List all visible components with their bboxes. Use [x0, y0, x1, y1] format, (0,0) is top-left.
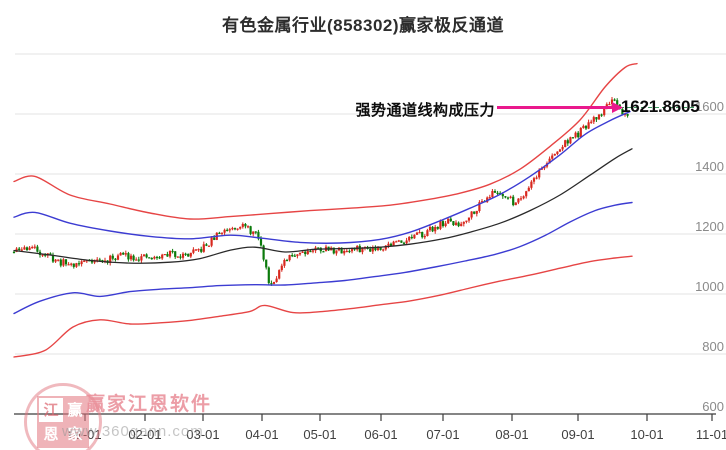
seal-char: 赢	[63, 398, 87, 422]
annotation-text: 强势通道线构成压力	[355, 102, 495, 119]
x-axis	[14, 413, 716, 421]
price-callout: 1621.8605	[621, 97, 700, 116]
channel-line-life-line-middle-black	[13, 148, 633, 264]
y-tick-labels: 600 800 1000 1200 1400 1600	[695, 99, 724, 414]
brand-watermark-text: 赢家江恩软件	[86, 394, 213, 415]
x-tick-label: 07-01	[426, 427, 459, 442]
chart-title: 有色金属行业(858302)赢家极反通道	[221, 16, 505, 35]
x-tick-label: 10-01	[630, 427, 663, 442]
x-tick-label: 05-01	[303, 427, 336, 442]
x-tick-label: 09-01	[561, 427, 594, 442]
y-tick-label: 600	[702, 399, 724, 414]
url-watermark: www.360gann.com	[62, 423, 204, 440]
seal-grid: 江 赢 恩 家	[37, 396, 89, 448]
seal-char: 家	[63, 422, 87, 446]
x-tick-label: 04-01	[245, 427, 278, 442]
y-tick-label: 800	[702, 339, 724, 354]
x-tick-label: 11-01	[696, 427, 726, 442]
seal-char: 恩	[39, 422, 63, 446]
pressure-annotation	[497, 101, 698, 113]
x-tick-label: 02-01	[128, 427, 161, 442]
x-tick-label: 03-01	[186, 427, 219, 442]
y-tick-label: 1400	[695, 159, 724, 174]
channel-line-weak-line-lower-blue	[13, 201, 633, 315]
candle-series	[12, 97, 629, 286]
gann-seal-logo-icon: 江 赢 恩 家	[24, 383, 102, 450]
channel-line-sky-line-upper-red	[13, 62, 638, 220]
channel-line-earth-line-lower-red	[13, 255, 633, 358]
channel-line-strong-line-upper-blue	[13, 110, 631, 244]
x-tick-label: 06-01	[364, 427, 397, 442]
y-tick-label: 1200	[695, 219, 724, 234]
x-tick-label: 08-01	[495, 427, 528, 442]
y-tick-label: 1600	[695, 99, 724, 114]
seal-char: 江	[43, 401, 59, 419]
y-tick-label: 1000	[695, 279, 724, 294]
